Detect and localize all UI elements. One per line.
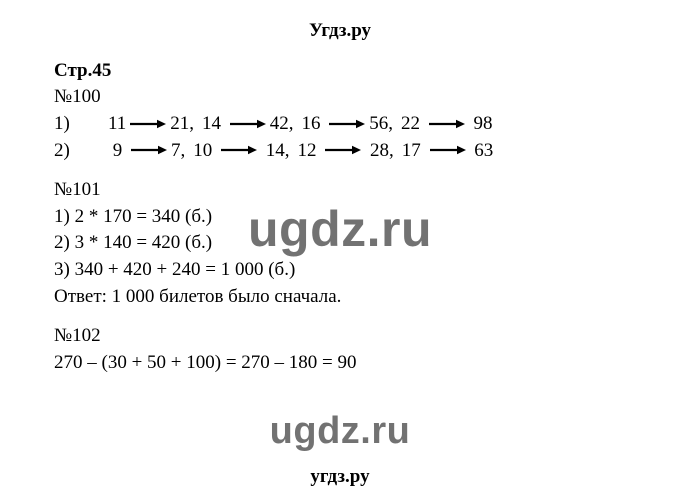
pair-to: 28,: [365, 138, 394, 164]
arrow-icon: [130, 119, 166, 129]
arrow-icon: [325, 145, 361, 155]
pair-to: 98: [469, 111, 493, 137]
exercise-block: №102270 – (30 + 50 + 100) = 270 – 180 = …: [54, 323, 626, 375]
pair-from: 17: [402, 138, 426, 164]
pair: 12 28,: [298, 138, 394, 164]
arrow-icon: [230, 119, 266, 129]
pair-from: 22: [401, 111, 425, 137]
arrow-icon: [429, 119, 465, 129]
pair-from: 14: [202, 111, 226, 137]
text-line: 270 – (30 + 50 + 100) = 270 – 180 = 90: [54, 350, 626, 376]
sequence-row: 1)11 21, 14 42, 16 56, 22 98: [54, 111, 626, 137]
text-line: 3) 340 + 420 + 240 = 1 000 (б.): [54, 257, 626, 283]
arrow-icon: [430, 145, 466, 155]
pair-from: 9: [108, 138, 127, 164]
pair-to: 21,: [170, 111, 194, 137]
pair-to: 7,: [171, 138, 185, 164]
text-line: 1) 2 * 170 = 340 (б.): [54, 204, 626, 230]
site-header: Угдз.ру: [54, 18, 626, 44]
pair: 17 63: [402, 138, 494, 164]
text-line: 2) 3 * 140 = 420 (б.): [54, 230, 626, 256]
pair: 11 21,: [108, 111, 194, 137]
exercise-block: №1001)11 21, 14 42, 16 56, 22 98 2) 9 7, 10 1…: [54, 84, 626, 163]
pair-to: 42,: [270, 111, 294, 137]
row-label: 1): [54, 111, 108, 137]
page-label: Стр.45: [54, 58, 626, 84]
pair-from: 12: [298, 138, 322, 164]
pair: 10 14,: [193, 138, 289, 164]
sequence-row: 2) 9 7, 10 14, 12 28, 17 63: [54, 138, 626, 164]
text-line: Ответ: 1 000 билетов было сначала.: [54, 284, 626, 310]
pair-to: 14,: [261, 138, 290, 164]
site-footer: угдз.ру: [0, 464, 680, 490]
pair: 14 42,: [202, 111, 294, 137]
pair-to: 63: [470, 138, 494, 164]
content-area: №1001)11 21, 14 42, 16 56, 22 98 2) 9 7, 10 1…: [54, 84, 626, 375]
exercise-block: №1011) 2 * 170 = 340 (б.)2) 3 * 140 = 42…: [54, 177, 626, 309]
exercise-number: №100: [54, 84, 626, 110]
pair: 9 7,: [108, 138, 185, 164]
arrow-icon: [221, 145, 257, 155]
arrow-icon: [131, 145, 167, 155]
exercise-number: №101: [54, 177, 626, 203]
row-label: 2): [54, 138, 108, 164]
pair-to: 56,: [369, 111, 393, 137]
pair-from: 11: [108, 111, 126, 137]
pair: 16 56,: [302, 111, 394, 137]
exercise-number: №102: [54, 323, 626, 349]
watermark: ugdz.ru: [270, 406, 411, 457]
pair: 22 98: [401, 111, 493, 137]
arrow-icon: [329, 119, 365, 129]
pair-from: 10: [193, 138, 217, 164]
pair-from: 16: [302, 111, 326, 137]
